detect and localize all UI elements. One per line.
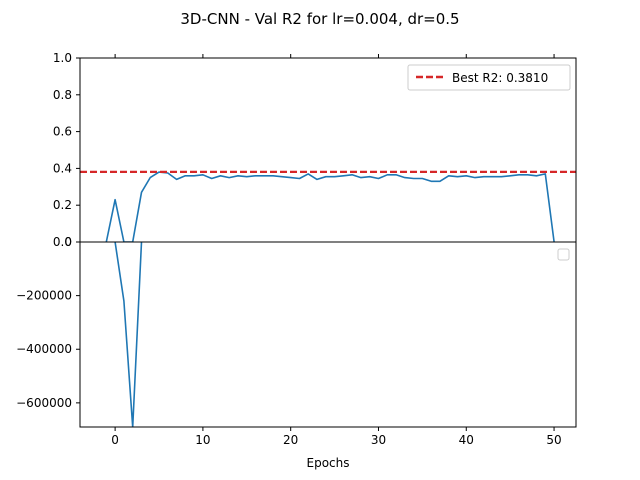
x-tick-label: 10	[195, 433, 210, 447]
lower-plot-area	[80, 242, 576, 427]
series-line	[105, 171, 555, 242]
y-tick-label: −200000	[16, 289, 72, 303]
legend: Best R2: 0.3810	[407, 64, 571, 91]
y-tick-label: 0.8	[53, 88, 72, 102]
lower-panel: 0 −200000 −400000 −600000 0 10 20 30 40 50	[16, 235, 577, 447]
y-tick-label: 1.0	[53, 51, 72, 65]
y-tick-label: 0	[64, 235, 72, 249]
y-tick-label: −600000	[16, 396, 72, 410]
x-tick-label: 30	[371, 433, 386, 447]
legend-label-best-r2: Best R2: 0.3810	[452, 71, 548, 85]
legend-box	[407, 64, 571, 91]
empty-legend-box	[557, 248, 570, 261]
x-axis-label: Epochs	[307, 456, 350, 470]
y-tick-label: −400000	[16, 342, 72, 356]
y-tick-label: 0.2	[53, 198, 72, 212]
x-tick-label: 50	[546, 433, 561, 447]
x-tick-label: 0	[111, 433, 119, 447]
x-tick-label: 20	[283, 433, 298, 447]
chart-title: 3D-CNN - Val R2 for lr=0.004, dr=0.5	[180, 10, 459, 28]
series-line	[114, 242, 143, 427]
upper-panel: 0.0 0.2 0.4 0.6 0.8 1.0 Best R2: 0.3810	[53, 51, 577, 249]
lower-plot-frame	[79, 241, 577, 428]
x-tick-label: 40	[459, 433, 474, 447]
y-tick-label: 0.4	[53, 161, 72, 175]
y-tick-label: 0.6	[53, 125, 72, 139]
y-tick-label: 0.0	[53, 235, 72, 249]
